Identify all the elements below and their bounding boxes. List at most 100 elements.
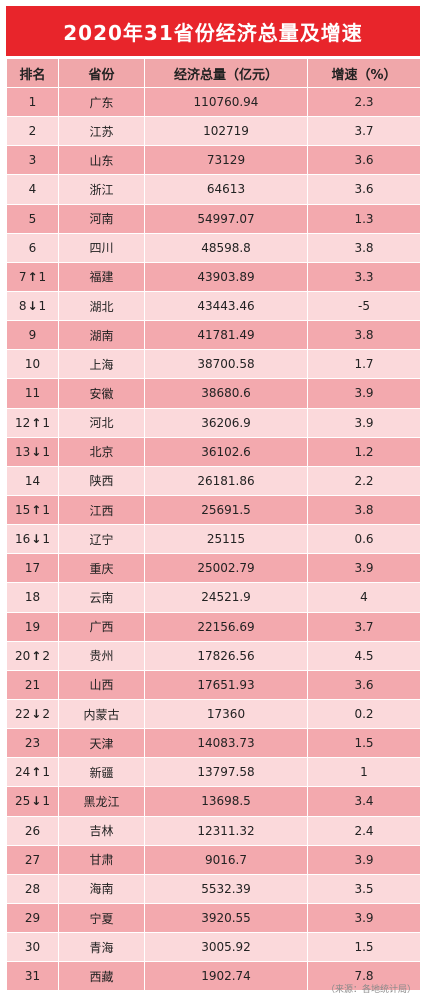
rank-change: 1: [42, 794, 50, 809]
growth-cell: 3.7: [307, 611, 421, 642]
rank-cell: 23: [6, 728, 59, 759]
growth-cell: 3.5: [307, 873, 421, 904]
gdp-cell: 13797.58: [144, 757, 308, 788]
rank-number: 3: [28, 153, 37, 168]
rank-number: 23: [24, 736, 41, 751]
rank-down-arrow-icon: ↓: [31, 707, 42, 722]
province-cell: 山西: [58, 669, 145, 700]
rank-change: 1: [42, 532, 50, 547]
rank-change: 1: [38, 269, 47, 284]
growth-cell: 1.7: [307, 349, 421, 380]
rank-cell: 14: [6, 465, 59, 496]
source-note: （来源：各地统计局）: [325, 985, 416, 995]
rank-cell: 28: [6, 873, 59, 904]
province-cell: 内蒙古: [58, 698, 145, 730]
table-row: 1 广东 110760.94 2.3: [6, 86, 421, 118]
gdp-cell: 12311.32: [144, 815, 308, 846]
rank-cell: 10: [6, 349, 59, 380]
rank-cell: 2: [6, 116, 59, 147]
rank-cell: 18: [6, 582, 59, 613]
rank-number: 22: [15, 707, 31, 722]
rank-up-arrow-icon: ↑: [31, 415, 42, 430]
rank-cell: 11: [6, 378, 59, 409]
province-cell: 云南: [58, 582, 145, 613]
rank-number: 10: [24, 357, 41, 372]
province-cell: 四川: [58, 232, 145, 263]
header-growth: 增速（%）: [307, 58, 421, 88]
province-cell: 西藏: [58, 961, 145, 992]
gdp-cell: 24521.9: [144, 582, 308, 613]
province-cell: 陕西: [58, 465, 145, 496]
province-cell: 浙江: [58, 174, 145, 205]
rank-number: 17: [24, 561, 41, 576]
rank-number: 1: [28, 95, 37, 110]
rank-number: 30: [24, 940, 41, 955]
table-header-row: 排名 省份 经济总量（亿元） 增速（%）: [6, 58, 421, 88]
rank-number: 4: [28, 182, 37, 197]
province-cell: 湖南: [58, 320, 145, 351]
growth-cell: 1.3: [307, 203, 421, 234]
rank-cell: 31: [6, 961, 59, 992]
gdp-table: 排名 省份 经济总量（亿元） 增速（%） 1 广东 110760.94 2.3 2 江苏 1…: [6, 58, 421, 992]
table-row: 20↑2 贵州 17826.56 4.5: [6, 640, 421, 671]
rank-up-arrow-icon: ↑: [27, 269, 38, 284]
gdp-cell: 38680.6: [144, 378, 308, 409]
rank-cell: 5: [6, 203, 59, 234]
gdp-cell: 43443.46: [144, 290, 308, 322]
gdp-cell: 5532.39: [144, 873, 308, 904]
rank-cell: 8↓1: [6, 290, 59, 322]
growth-cell: 3.8: [307, 320, 421, 351]
gdp-cell: 36102.6: [144, 436, 308, 467]
gdp-cell: 14083.73: [144, 728, 308, 759]
rank-cell: 13↓1: [6, 436, 59, 467]
table-row: 7↑1 福建 43903.89 3.3: [6, 261, 421, 292]
rank-cell: 6: [6, 232, 59, 263]
rank-number: 7: [18, 269, 27, 284]
rank-change: 2: [42, 648, 50, 663]
province-cell: 重庆: [58, 553, 145, 584]
growth-cell: 0.2: [307, 698, 421, 730]
table-row: 27 甘肃 9016.7 3.9: [6, 844, 421, 875]
rank-number: 12: [15, 415, 31, 430]
table-row: 4 浙江 64613 3.6: [6, 174, 421, 205]
province-cell: 河南: [58, 203, 145, 234]
table-row: 3 山东 73129 3.6: [6, 145, 421, 176]
growth-cell: 3.8: [307, 232, 421, 263]
province-cell: 黑龙江: [58, 786, 145, 817]
header-gdp: 经济总量（亿元）: [144, 58, 308, 88]
gdp-cell: 73129: [144, 145, 308, 176]
growth-cell: 3.9: [307, 553, 421, 584]
rank-number: 14: [24, 473, 41, 488]
growth-cell: 4: [307, 582, 421, 613]
rank-cell: 17: [6, 553, 59, 584]
table-body: 1 广东 110760.94 2.3 2 江苏 102719 3.7 3 山东 73129 3.6 4 浙…: [6, 86, 421, 992]
province-cell: 湖北: [58, 290, 145, 322]
growth-cell: 3.6: [307, 669, 421, 700]
table-row: 10 上海 38700.58 1.7: [6, 349, 421, 380]
rank-up-arrow-icon: ↑: [31, 648, 42, 663]
rank-number: 16: [15, 532, 31, 547]
rank-number: 28: [24, 881, 41, 896]
rank-change: 1: [42, 503, 50, 518]
growth-cell: 3.9: [307, 844, 421, 875]
rank-cell: 20↑2: [6, 640, 59, 671]
rank-number: 5: [28, 211, 37, 226]
table-row: 31 西藏 1902.74 7.8: [6, 961, 421, 992]
province-cell: 海南: [58, 873, 145, 904]
growth-cell: 1.5: [307, 728, 421, 759]
rank-number: 25: [15, 794, 31, 809]
province-cell: 贵州: [58, 640, 145, 671]
table-row: 6 四川 48598.8 3.8: [6, 232, 421, 263]
province-cell: 上海: [58, 349, 145, 380]
gdp-cell: 54997.07: [144, 203, 308, 234]
province-cell: 新疆: [58, 757, 145, 788]
rank-number: 27: [24, 852, 41, 867]
rank-change: 1: [42, 415, 50, 430]
gdp-cell: 25115: [144, 524, 308, 555]
growth-cell: 3.4: [307, 786, 421, 817]
rank-down-arrow-icon: ↓: [31, 444, 42, 459]
gdp-cell: 1902.74: [144, 961, 308, 992]
rank-number: 21: [24, 677, 41, 692]
rank-change: 1: [42, 444, 50, 459]
